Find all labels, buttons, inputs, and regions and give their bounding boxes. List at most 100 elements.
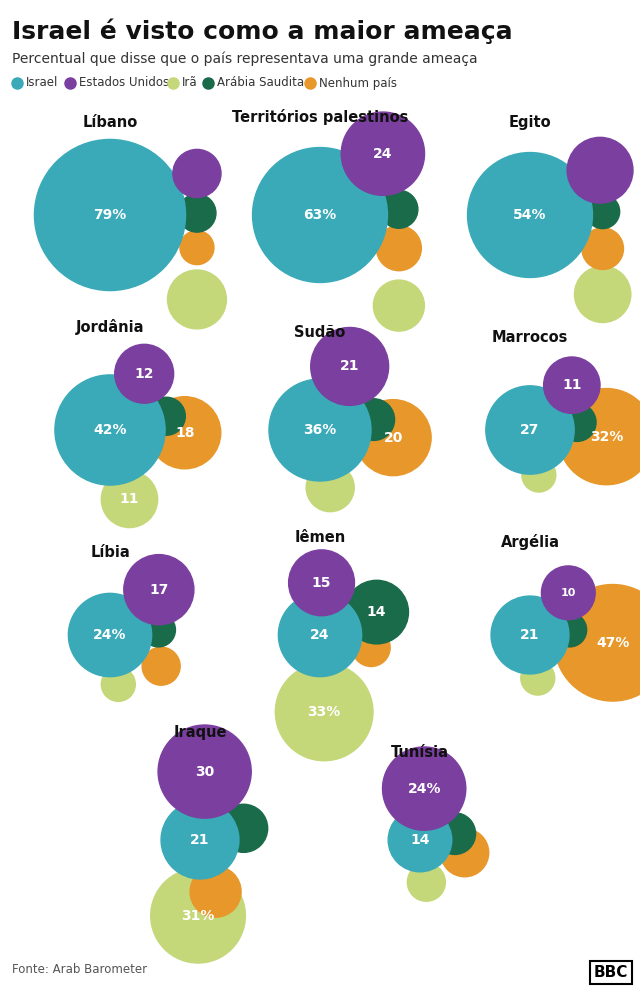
Circle shape — [355, 400, 431, 476]
Text: BBC: BBC — [594, 965, 628, 980]
Text: 18: 18 — [175, 425, 195, 439]
Circle shape — [353, 399, 395, 440]
Circle shape — [190, 866, 241, 917]
Circle shape — [289, 550, 355, 615]
Circle shape — [253, 147, 387, 282]
Text: Territórios palestinos: Territórios palestinos — [232, 109, 408, 125]
Circle shape — [278, 593, 362, 677]
Text: Percentual que disse que o país representava uma grande ameaça: Percentual que disse que o país represen… — [12, 52, 477, 67]
Circle shape — [586, 195, 620, 229]
Circle shape — [522, 458, 556, 492]
Circle shape — [147, 398, 186, 435]
Circle shape — [101, 471, 157, 528]
Text: 24%: 24% — [93, 628, 127, 642]
Text: Fonte: Arab Barometer: Fonte: Arab Barometer — [12, 963, 147, 976]
Text: Israel é visto como a maior ameaça: Israel é visto como a maior ameaça — [12, 18, 513, 44]
Circle shape — [440, 829, 489, 877]
Text: Jordânia: Jordânia — [76, 319, 144, 335]
Circle shape — [376, 226, 421, 270]
Text: Líbia: Líbia — [90, 545, 130, 560]
Text: Líbano: Líbano — [83, 115, 138, 130]
Circle shape — [101, 667, 135, 702]
Circle shape — [180, 231, 214, 264]
Circle shape — [306, 463, 355, 512]
Circle shape — [582, 228, 623, 269]
Text: 11: 11 — [120, 492, 140, 506]
Circle shape — [275, 663, 373, 760]
Circle shape — [567, 137, 633, 203]
Circle shape — [158, 725, 252, 818]
Circle shape — [558, 404, 596, 441]
Circle shape — [491, 596, 569, 674]
Circle shape — [434, 813, 476, 855]
Text: 31%: 31% — [181, 909, 215, 922]
Text: 15: 15 — [312, 576, 332, 589]
Circle shape — [173, 149, 221, 198]
Text: 21: 21 — [340, 360, 360, 374]
Text: Israel: Israel — [26, 77, 58, 89]
Text: 21: 21 — [190, 833, 210, 847]
Circle shape — [543, 357, 600, 414]
Circle shape — [486, 386, 574, 474]
Text: Estados Unidos: Estados Unidos — [79, 77, 170, 89]
Circle shape — [55, 375, 165, 485]
Text: Tunísia: Tunísia — [391, 745, 449, 760]
Text: 36%: 36% — [303, 423, 337, 437]
Text: 17: 17 — [149, 582, 168, 596]
Circle shape — [124, 555, 194, 624]
Circle shape — [341, 112, 424, 196]
Circle shape — [558, 389, 640, 485]
Text: Nenhum país: Nenhum país — [319, 77, 397, 89]
Text: Sudão: Sudão — [294, 325, 346, 340]
Text: Argélia: Argélia — [500, 534, 559, 550]
Circle shape — [380, 190, 418, 229]
Circle shape — [383, 746, 466, 830]
Text: Marrocos: Marrocos — [492, 330, 568, 345]
Circle shape — [554, 584, 640, 701]
Circle shape — [151, 869, 245, 963]
Text: 33%: 33% — [308, 705, 340, 719]
Text: 42%: 42% — [93, 423, 127, 437]
Circle shape — [35, 139, 186, 290]
Text: 12: 12 — [134, 367, 154, 381]
Circle shape — [575, 266, 631, 322]
Circle shape — [521, 661, 555, 695]
Text: Egito: Egito — [509, 115, 551, 130]
Circle shape — [388, 808, 452, 872]
Circle shape — [407, 863, 445, 902]
Text: 79%: 79% — [93, 208, 127, 222]
Text: 21: 21 — [520, 628, 540, 642]
Circle shape — [345, 580, 408, 644]
Text: 14: 14 — [410, 833, 429, 847]
Circle shape — [141, 613, 175, 647]
Circle shape — [115, 344, 173, 404]
Circle shape — [468, 152, 593, 277]
Text: 11: 11 — [562, 378, 582, 393]
Circle shape — [68, 593, 152, 677]
Text: 47%: 47% — [596, 636, 629, 650]
Circle shape — [168, 270, 227, 329]
Circle shape — [178, 194, 216, 233]
Circle shape — [541, 566, 595, 619]
Circle shape — [311, 327, 388, 406]
Text: 27: 27 — [520, 423, 540, 437]
Text: Iêmen: Iêmen — [294, 530, 346, 545]
Circle shape — [161, 801, 239, 879]
Circle shape — [142, 647, 180, 685]
Text: 30: 30 — [195, 764, 214, 778]
Circle shape — [269, 379, 371, 481]
Circle shape — [553, 613, 587, 647]
Text: 14: 14 — [367, 605, 387, 619]
Text: 24: 24 — [373, 147, 392, 161]
Text: 20: 20 — [383, 430, 403, 444]
Circle shape — [220, 804, 268, 853]
Text: 24: 24 — [310, 628, 330, 642]
Text: 63%: 63% — [303, 208, 337, 222]
Text: 54%: 54% — [513, 208, 547, 222]
Text: Iraque: Iraque — [173, 725, 227, 740]
Text: 32%: 32% — [589, 429, 623, 443]
Text: Arábia Saudita: Arábia Saudita — [216, 77, 304, 89]
Circle shape — [352, 628, 390, 667]
Text: Irã: Irã — [182, 77, 198, 89]
Circle shape — [373, 280, 424, 331]
